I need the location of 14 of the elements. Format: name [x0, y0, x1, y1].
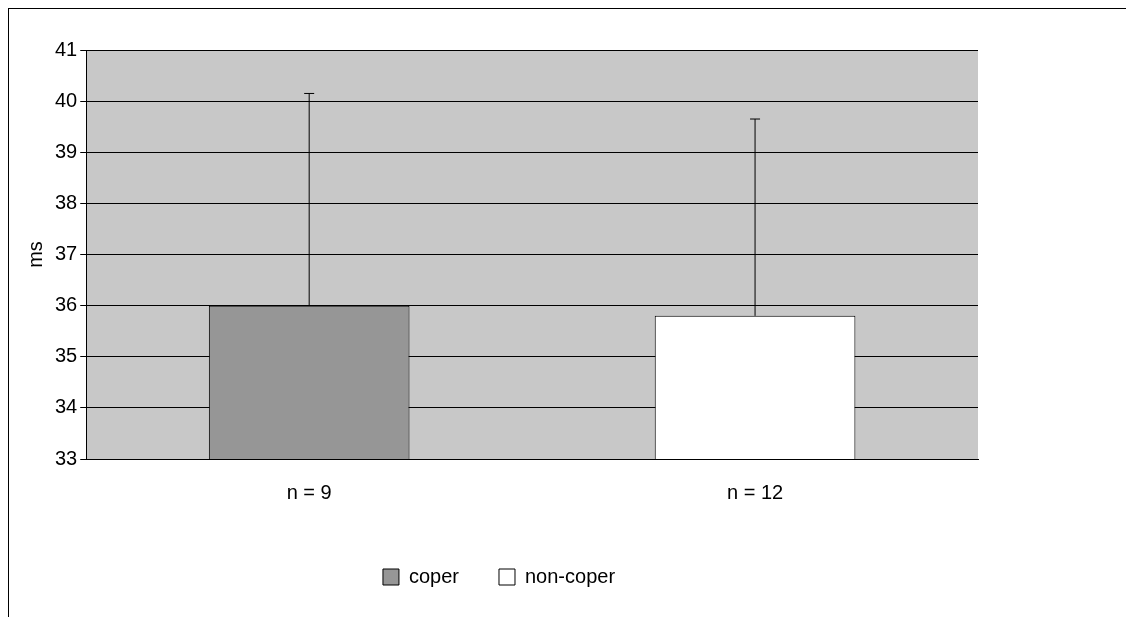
y-tick-label: 33 [55, 446, 78, 469]
y-tick-label: 38 [55, 190, 78, 213]
legend-label: coper [408, 564, 460, 587]
y-tick-label: 41 [55, 37, 78, 60]
y-tick-label: 37 [55, 242, 78, 265]
y-tick-label: 34 [55, 395, 78, 418]
y-tick-label: 40 [55, 88, 78, 111]
y-tick-label: 36 [55, 293, 78, 316]
y-axis-title: ms [23, 241, 46, 268]
legend-label: non-coper [524, 564, 616, 587]
x-tick-label: n = 12 [726, 480, 784, 503]
x-tick-label: n = 9 [286, 480, 332, 503]
y-tick-label: 35 [55, 344, 78, 367]
y-tick-label: 39 [55, 139, 78, 162]
